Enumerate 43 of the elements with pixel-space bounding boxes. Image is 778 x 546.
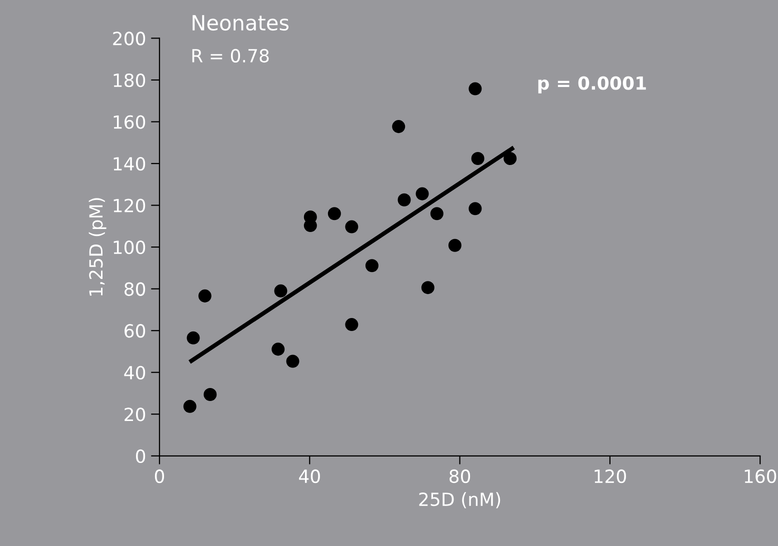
x-tick-label: 160 [744,469,776,484]
annotation: R = 0.78 [192,48,269,63]
x-tick-label: 0 [154,469,164,484]
y-tick-label: 40 [124,366,146,380]
y-tick-label: 0 [136,449,146,464]
point [421,281,434,294]
chart-title: Neonates [192,15,289,31]
point [365,259,378,272]
point [286,354,300,368]
y-tick-label: 200 [113,32,146,46]
point [204,388,217,402]
x-tick-label: 120 [594,469,626,484]
y-axis-title: 1,25D (pM) [88,198,106,296]
y-tick-label: 20 [124,408,146,422]
y-tick-label: 160 [114,115,146,129]
point [304,219,317,232]
y-tick-label: 100 [114,240,146,254]
y-tick-label: 60 [124,324,146,338]
point [468,202,482,216]
point [398,193,411,206]
x-tick-label: 40 [299,469,320,484]
point [345,318,358,332]
point [471,152,484,166]
point [183,400,196,413]
point [345,220,358,234]
point [416,187,429,200]
point [392,120,406,134]
annotation: p = 0.0001 [538,76,646,94]
point [468,82,482,96]
x-axis-title: 25D (nM) [419,492,500,508]
point [272,342,285,356]
y-tick-label: 180 [114,73,146,88]
x-tick-label: 80 [450,469,470,484]
point [448,238,462,252]
point [430,207,444,220]
y-tick-label: 120 [114,198,146,212]
y-tick-label: 80 [124,282,146,296]
point [274,284,288,298]
point [504,152,517,166]
point [328,207,341,220]
point [186,331,200,344]
y-tick-label: 140 [114,156,146,171]
point [198,289,212,302]
